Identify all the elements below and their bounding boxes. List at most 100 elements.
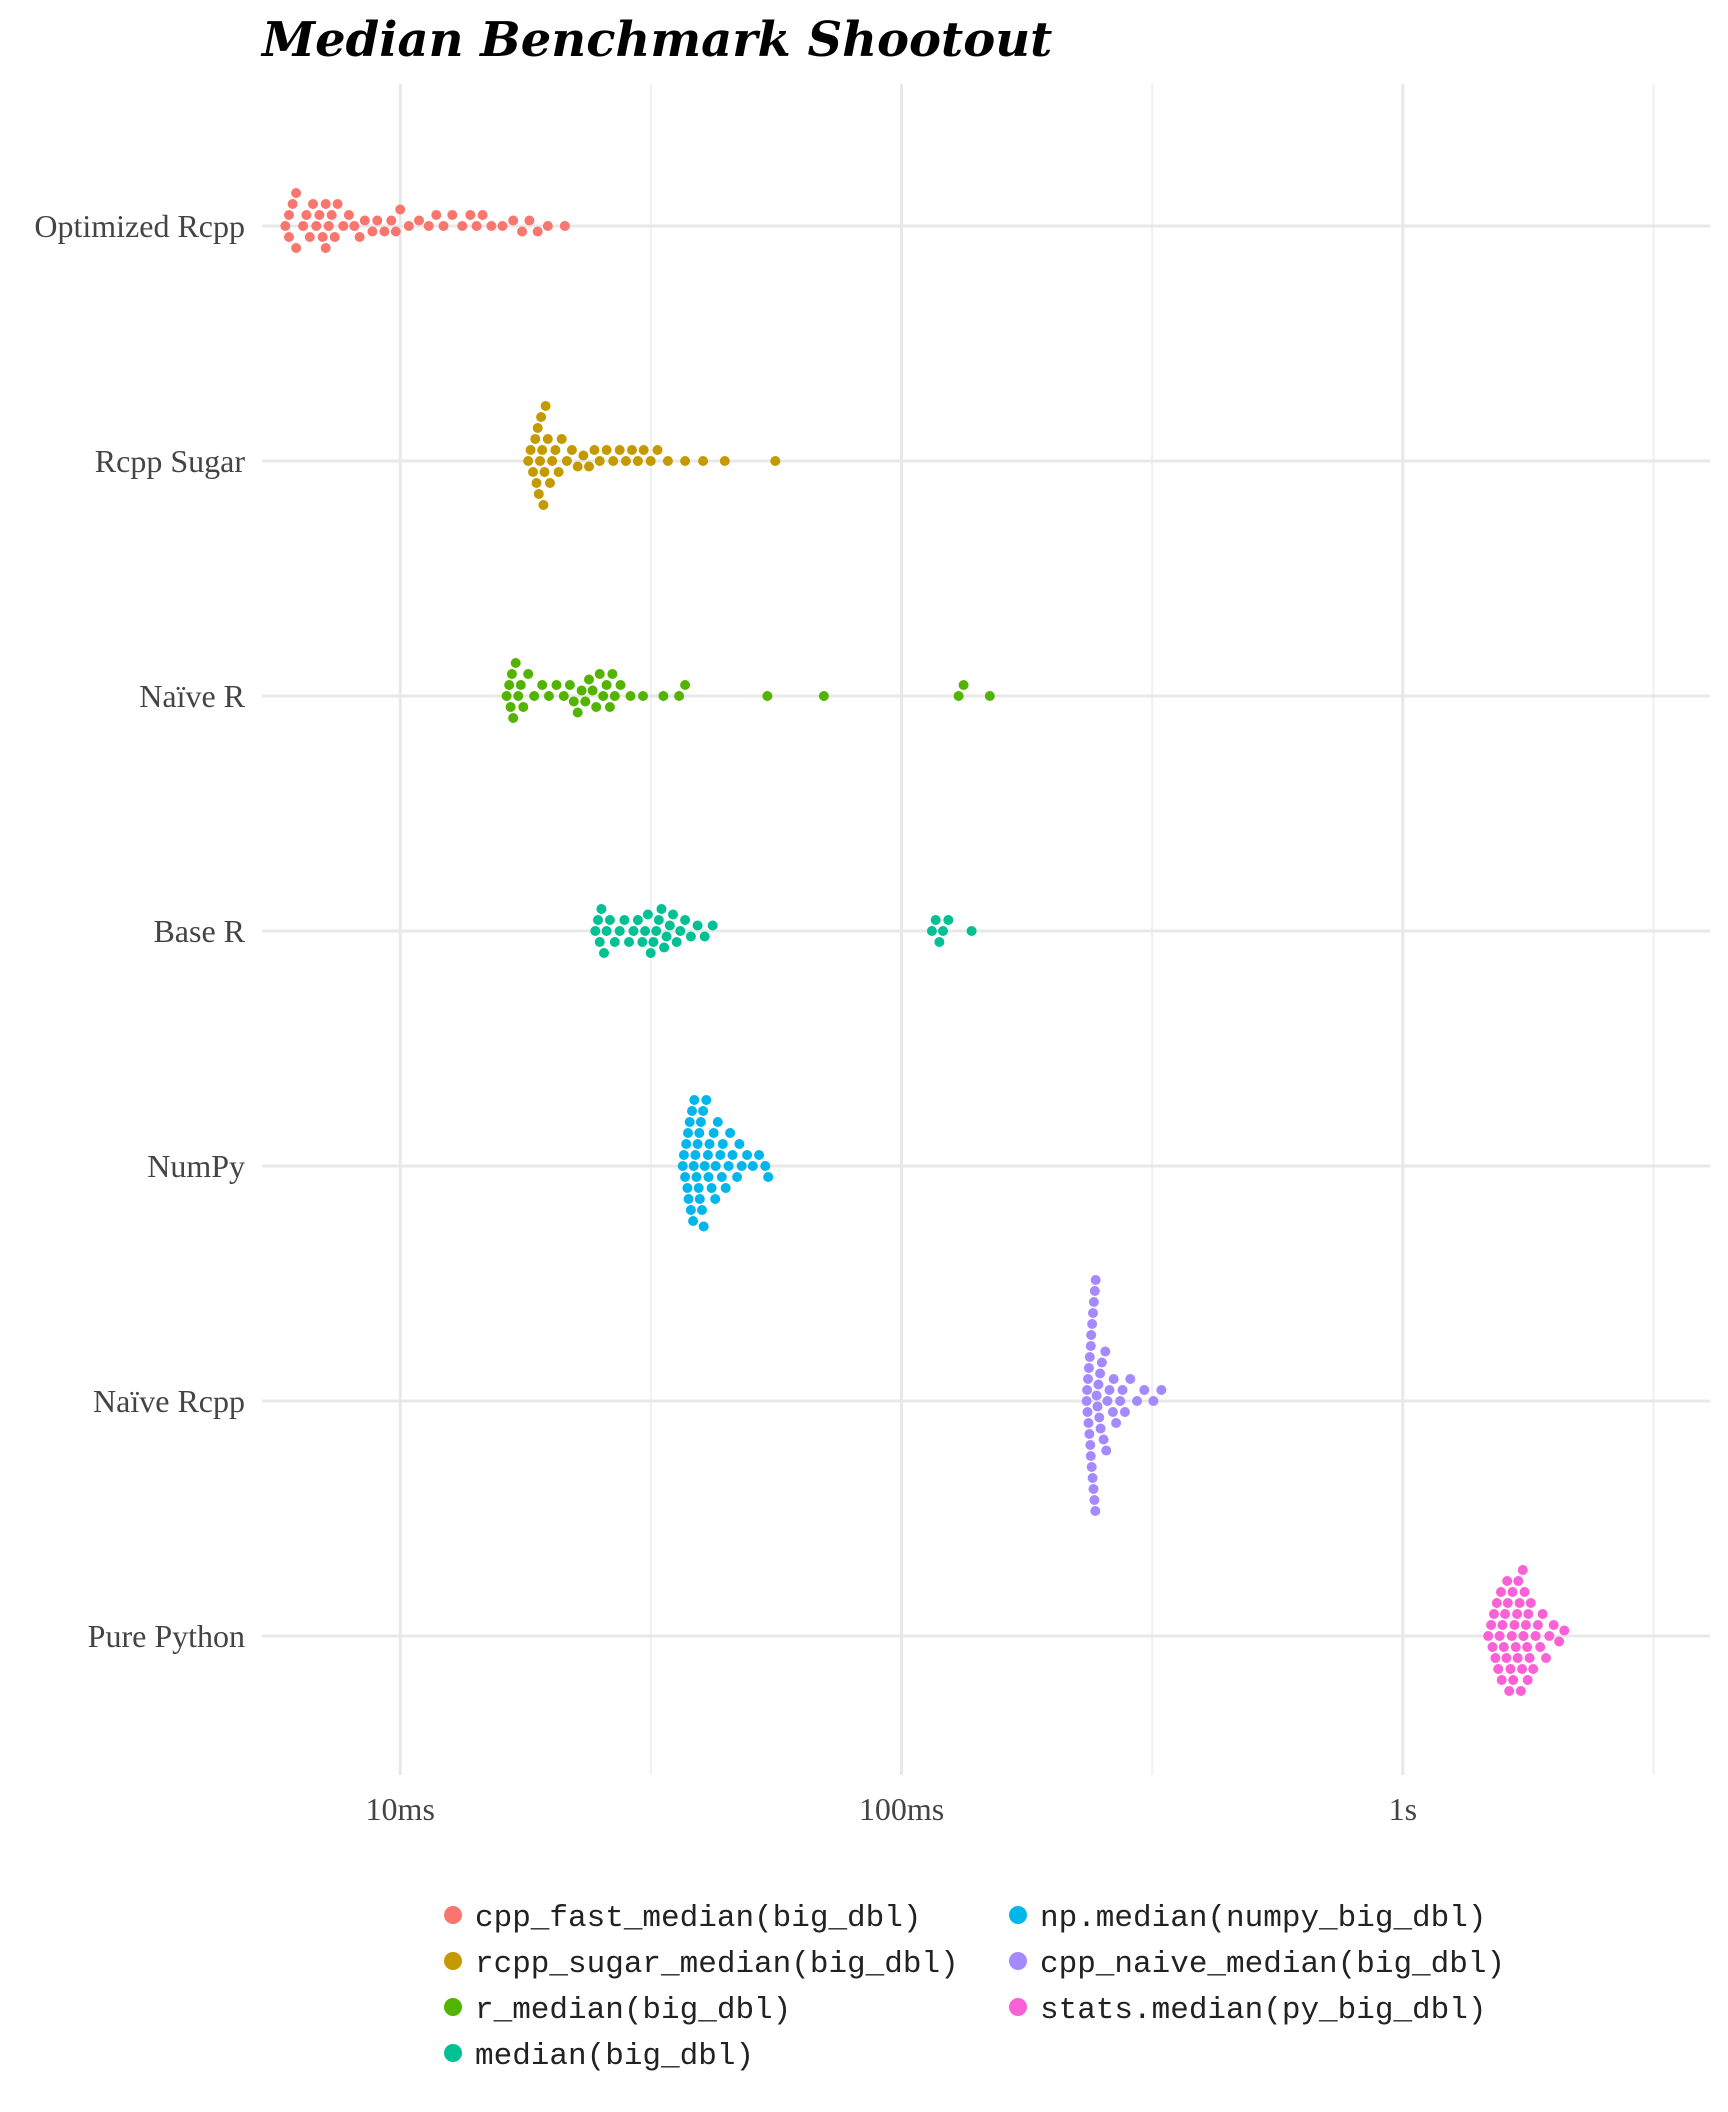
point-optimized-rcpp bbox=[284, 232, 294, 242]
point-base-r bbox=[648, 937, 659, 947]
point-pure-python bbox=[1502, 1576, 1513, 1586]
point-naive-r bbox=[508, 713, 519, 723]
point-base-r bbox=[668, 909, 678, 920]
point-naive-r bbox=[551, 680, 562, 690]
point-numpy bbox=[720, 1183, 731, 1193]
point-naive-rcpp bbox=[1139, 1385, 1150, 1395]
point-optimized-rcpp bbox=[301, 210, 312, 220]
point-rcpp-sugar bbox=[530, 434, 541, 444]
point-naive-rcpp bbox=[1089, 1495, 1100, 1505]
point-naive-r bbox=[543, 691, 554, 701]
point-numpy bbox=[704, 1139, 715, 1149]
category-label-numpy: NumPy bbox=[147, 1148, 245, 1184]
point-optimized-rcpp bbox=[559, 221, 570, 231]
point-naive-rcpp bbox=[1087, 1473, 1098, 1483]
point-rcpp-sugar bbox=[594, 456, 605, 466]
point-base-r bbox=[645, 948, 656, 958]
point-naive-r bbox=[598, 691, 609, 701]
point-optimized-rcpp bbox=[471, 221, 482, 231]
point-naive-rcpp bbox=[1093, 1379, 1104, 1390]
point-rcpp-sugar bbox=[614, 445, 625, 455]
point-numpy bbox=[732, 1172, 743, 1182]
point-pure-python bbox=[1519, 1587, 1530, 1597]
point-naive-rcpp bbox=[1085, 1440, 1096, 1450]
point-base-r bbox=[966, 926, 977, 936]
point-naive-r bbox=[674, 691, 685, 701]
point-pure-python bbox=[1501, 1653, 1512, 1663]
category-label-pure-python: Pure Python bbox=[88, 1618, 245, 1654]
point-rcpp-sugar bbox=[561, 456, 572, 466]
point-optimized-rcpp bbox=[403, 221, 414, 231]
point-naive-rcpp bbox=[1094, 1412, 1105, 1423]
point-pure-python bbox=[1498, 1642, 1509, 1652]
point-rcpp-sugar bbox=[584, 461, 594, 472]
point-optimized-rcpp bbox=[284, 210, 294, 220]
point-pure-python bbox=[1559, 1625, 1570, 1636]
point-base-r bbox=[680, 915, 691, 925]
point-rcpp-sugar bbox=[589, 445, 600, 455]
point-numpy bbox=[727, 1150, 738, 1160]
x-tick-label: 100ms bbox=[859, 1791, 944, 1827]
point-rcpp-sugar bbox=[550, 445, 561, 455]
point-pure-python bbox=[1518, 1631, 1529, 1641]
point-naive-r bbox=[564, 680, 575, 690]
point-optimized-rcpp bbox=[332, 199, 343, 209]
point-naive-r bbox=[529, 691, 540, 701]
point-rcpp-sugar bbox=[652, 445, 663, 455]
point-naive-r bbox=[958, 680, 969, 690]
point-numpy bbox=[710, 1161, 721, 1171]
point-naive-r bbox=[615, 680, 626, 690]
point-base-r bbox=[685, 931, 696, 942]
point-pure-python bbox=[1528, 1664, 1539, 1674]
point-naive-rcpp bbox=[1104, 1385, 1115, 1395]
point-base-r bbox=[599, 948, 609, 958]
point-base-r bbox=[590, 926, 601, 936]
point-pure-python bbox=[1506, 1631, 1517, 1641]
point-naive-r bbox=[572, 707, 583, 718]
point-optimized-rcpp bbox=[532, 226, 543, 237]
point-pure-python bbox=[1491, 1598, 1502, 1608]
point-base-r bbox=[707, 920, 718, 931]
point-optimized-rcpp bbox=[497, 221, 508, 231]
legend-key-stats-median-py-big-dbl bbox=[1009, 1998, 1027, 2016]
point-optimized-rcpp bbox=[431, 210, 442, 220]
point-base-r bbox=[661, 931, 672, 942]
point-rcpp-sugar bbox=[538, 500, 549, 510]
point-optimized-rcpp bbox=[486, 221, 497, 231]
point-numpy bbox=[736, 1161, 747, 1171]
point-pure-python bbox=[1496, 1675, 1507, 1685]
point-naive-rcpp bbox=[1101, 1445, 1112, 1456]
point-naive-rcpp bbox=[1084, 1352, 1095, 1362]
legend-label-r-median-big-dbl: r_median(big_dbl) bbox=[475, 1993, 791, 2028]
point-naive-rcpp bbox=[1107, 1407, 1118, 1417]
point-naive-r bbox=[576, 685, 587, 696]
legend: cpp_fast_median(big_dbl) rcpp_sugar_media… bbox=[444, 1901, 1505, 2074]
point-rcpp-sugar bbox=[770, 456, 781, 466]
point-numpy bbox=[698, 1106, 709, 1116]
point-pure-python bbox=[1509, 1620, 1520, 1630]
point-naive-r bbox=[501, 691, 512, 701]
point-naive-r bbox=[607, 669, 618, 679]
point-base-r bbox=[664, 920, 675, 931]
point-pure-python bbox=[1520, 1620, 1531, 1630]
legend-label-cpp-naive-median-big-dbl: cpp_naive_median(big_dbl) bbox=[1040, 1947, 1505, 1982]
point-naive-rcpp bbox=[1086, 1462, 1097, 1472]
point-rcpp-sugar bbox=[531, 478, 542, 488]
point-numpy bbox=[701, 1095, 712, 1105]
point-naive-rcpp bbox=[1085, 1341, 1096, 1351]
point-naive-r bbox=[818, 691, 829, 701]
point-base-r bbox=[593, 915, 603, 925]
point-pure-python bbox=[1525, 1598, 1536, 1608]
point-rcpp-sugar bbox=[719, 456, 730, 466]
point-naive-rcpp bbox=[1132, 1396, 1142, 1406]
point-naive-rcpp bbox=[1115, 1396, 1126, 1406]
point-rcpp-sugar bbox=[556, 434, 567, 444]
point-pure-python bbox=[1544, 1631, 1555, 1641]
point-numpy bbox=[691, 1172, 702, 1182]
point-pure-python bbox=[1510, 1642, 1521, 1652]
point-pure-python bbox=[1530, 1631, 1541, 1641]
point-pure-python bbox=[1537, 1609, 1548, 1619]
point-numpy bbox=[678, 1150, 689, 1160]
point-naive-rcpp bbox=[1089, 1286, 1100, 1296]
point-optimized-rcpp bbox=[349, 221, 360, 231]
